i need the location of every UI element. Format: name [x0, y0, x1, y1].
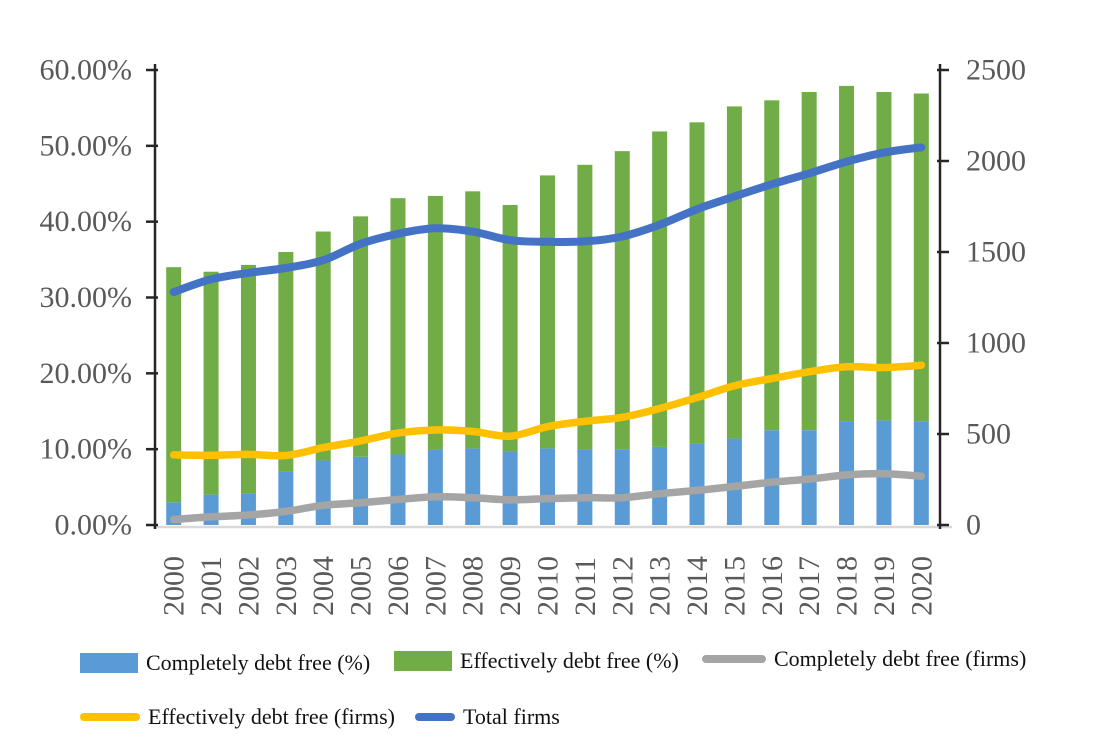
legend-item-effectively-debt-free-pct: Effectively debt free (%)	[394, 650, 679, 672]
x-axis-labels: 2000 2001 2002 2003 2004 2005 2006 2007 2008 2009…	[158, 556, 939, 616]
left-axis-tick-label: 30.00%	[40, 281, 133, 314]
x-axis-tick-label: 2019	[868, 556, 901, 616]
right-axis-tick-label: 1500	[966, 236, 1026, 269]
bar-segment	[390, 198, 406, 455]
x-axis-tick-label: 2005	[345, 556, 378, 616]
legend-swatch-gray-line	[702, 655, 766, 663]
bar-segment	[913, 93, 929, 422]
bar-segment	[540, 448, 555, 525]
left-axis-tick-label: 20.00%	[40, 357, 133, 390]
legend-label: Completely debt free (%)	[146, 650, 371, 675]
bar-segment	[689, 443, 705, 525]
bar-segment	[577, 449, 593, 525]
x-axis-tick-label: 2015	[718, 556, 751, 616]
bar-segment	[652, 131, 668, 447]
bar-segment	[465, 448, 481, 525]
bar-segment	[614, 151, 630, 450]
left-axis-tick-label: 50.00%	[40, 129, 133, 162]
right-axis-tick-label: 1000	[966, 327, 1026, 360]
legend-label: Total firms	[463, 704, 560, 729]
legend-swatch-green-bar	[394, 651, 452, 671]
bar-segment	[502, 451, 518, 525]
bar-segment	[614, 449, 630, 525]
bar-series	[166, 420, 929, 525]
bar-segment	[315, 460, 331, 525]
x-axis-tick-label: 2018	[831, 556, 864, 616]
legend-label: Effectively debt free (firms)	[148, 704, 395, 729]
bar-segment	[764, 430, 780, 525]
legend-item-completely-debt-free-pct: Completely debt free (%)	[80, 652, 370, 674]
left-axis: 60.00% 50.00% 40.00% 30.00% 20.00% 10.00% 0.00…	[40, 54, 158, 542]
x-axis-tick-label: 2011	[569, 557, 602, 616]
legend-label: Completely debt free (firms)	[774, 646, 1027, 671]
bar-segment	[726, 106, 742, 439]
right-axis-tick-label: 2500	[966, 54, 1026, 87]
x-axis-tick-label: 2009	[494, 556, 527, 616]
x-axis-tick-label: 2020	[905, 556, 938, 616]
bar-segment	[839, 85, 855, 422]
bar-segment	[652, 446, 668, 525]
bar-segment	[465, 191, 481, 449]
bar-segment	[427, 449, 443, 525]
bar-segment	[577, 164, 593, 450]
bar-segment	[278, 471, 294, 525]
right-axis-tick-label: 500	[966, 418, 1011, 451]
x-axis-tick-label: 2014	[681, 556, 714, 616]
legend-swatch-yellow-line	[80, 713, 140, 721]
legend-swatch-blue-bar	[80, 653, 138, 673]
x-axis-tick-label: 2017	[793, 556, 826, 616]
x-axis-tick-label: 2012	[606, 556, 639, 616]
x-axis-tick-label: 2016	[756, 556, 789, 616]
x-axis-tick-label: 2013	[644, 556, 677, 616]
right-axis-tick-label: 2000	[966, 145, 1026, 178]
right-axis-tick-label: 0	[966, 509, 981, 542]
bar-segment	[315, 231, 331, 461]
right-axis: 2500 2000 1500 1000 500 0	[937, 54, 1026, 542]
bar-segment	[689, 122, 705, 444]
x-axis-tick-label: 2001	[195, 556, 228, 616]
legend-swatch-dark-blue-line	[415, 713, 455, 721]
x-axis-tick-label: 2008	[457, 556, 490, 616]
bar-segment	[726, 438, 742, 525]
bar-segment	[427, 195, 443, 450]
legend-item-completely-debt-free-firms: Completely debt free (firms)	[702, 648, 1026, 670]
legend-label: Effectively debt free (%)	[460, 648, 679, 673]
x-axis-tick-label: 2002	[232, 556, 265, 616]
x-axis-tick-label: 2004	[307, 556, 340, 616]
bar-segment	[278, 252, 294, 472]
bar-segment	[353, 456, 369, 525]
left-axis-tick-label: 40.00%	[40, 205, 133, 238]
left-axis-tick-label: 60.00%	[40, 54, 133, 87]
legend-item-effectively-debt-free-firms: Effectively debt free (firms)	[80, 706, 395, 728]
bar-segment	[502, 204, 518, 452]
line-series	[169, 361, 926, 460]
x-axis-tick-label: 2006	[382, 556, 415, 616]
legend-item-total-firms: Total firms	[415, 706, 560, 728]
bar-segment	[801, 91, 817, 431]
left-axis-tick-label: 0.00%	[55, 509, 133, 542]
left-axis-tick-label: 10.00%	[40, 433, 133, 466]
x-axis-tick-label: 2007	[419, 556, 452, 616]
bar-segment	[540, 175, 555, 449]
bar-segment	[390, 454, 406, 525]
bar-segment	[240, 493, 256, 525]
bar-segment	[353, 216, 369, 457]
bar-segment	[203, 271, 219, 495]
x-axis-tick-label: 2010	[532, 556, 565, 616]
x-axis-tick-label: 2000	[158, 556, 191, 616]
line-series	[169, 143, 926, 297]
line-series	[169, 469, 926, 524]
bar-segment	[166, 267, 182, 503]
bar-segment	[876, 91, 892, 421]
x-axis-tick-label: 2003	[270, 556, 303, 616]
bar-segment	[240, 264, 256, 494]
